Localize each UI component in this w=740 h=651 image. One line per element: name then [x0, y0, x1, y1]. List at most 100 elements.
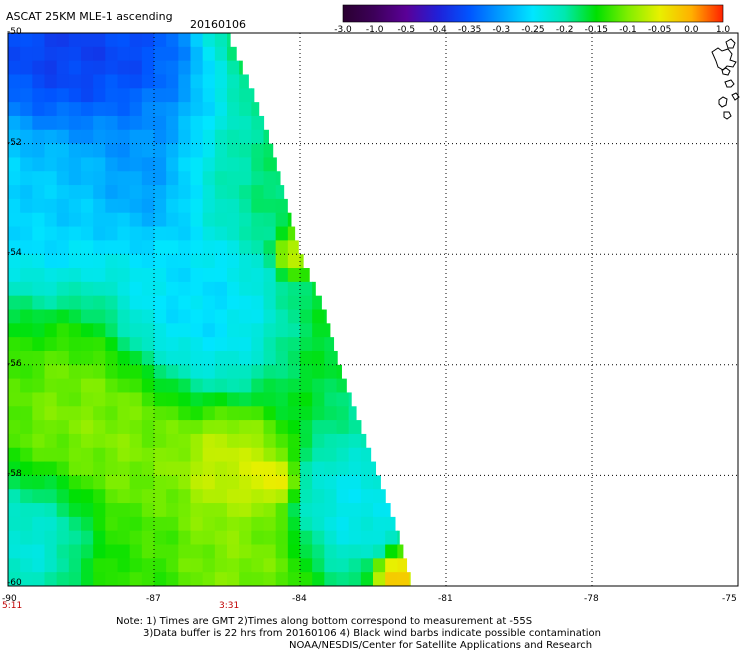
heatmap-cell	[8, 323, 21, 338]
heatmap-cell	[20, 102, 33, 117]
heatmap-cell	[117, 433, 131, 449]
heatmap-cell	[251, 392, 265, 407]
heatmap-cell	[68, 115, 82, 131]
heatmap-cell	[275, 530, 289, 546]
heatmap-cell	[32, 185, 46, 200]
heatmap-cell	[324, 475, 338, 490]
heatmap-cell	[202, 461, 216, 476]
heatmap-cell	[373, 475, 381, 490]
heatmap-cell	[8, 157, 21, 172]
heatmap-cell	[81, 420, 94, 435]
heatmap-cell	[8, 268, 21, 283]
heatmap-cell	[178, 88, 192, 103]
heatmap-cell	[141, 129, 155, 145]
heatmap-cell	[251, 115, 265, 131]
heatmap-cell	[32, 558, 46, 573]
heatmap-cell	[227, 544, 240, 559]
heatmap-cell	[44, 102, 58, 117]
heatmap-cell	[336, 378, 347, 394]
heatmap-cell	[178, 33, 192, 48]
heatmap-cell	[154, 157, 167, 172]
heatmap-cell	[154, 392, 167, 407]
heatmap-cell	[373, 503, 386, 518]
heatmap-cell	[214, 60, 228, 76]
heatmap-cell	[360, 572, 374, 586]
heatmap-cell	[336, 447, 350, 463]
heatmap-cell	[336, 544, 350, 559]
heatmap-cell	[129, 240, 143, 255]
heatmap-cell	[324, 378, 338, 394]
heatmap-cell	[336, 516, 350, 532]
heatmap-cell	[141, 364, 155, 380]
heatmap-cell	[287, 295, 301, 311]
heatmap-cell	[141, 185, 155, 200]
heatmap-cell	[20, 503, 33, 518]
heatmap-cell	[141, 378, 155, 394]
heatmap-cell	[44, 392, 58, 407]
heatmap-cell	[93, 572, 106, 586]
heatmap-cell	[154, 33, 167, 48]
heatmap-cell	[166, 46, 179, 62]
heatmap-cell	[385, 558, 398, 573]
heatmap-cell	[178, 323, 192, 338]
heatmap-cell	[154, 544, 167, 559]
heatmap-cell	[105, 88, 119, 103]
heatmap-cell	[214, 254, 228, 269]
heatmap-cell	[166, 309, 179, 324]
colorbar-tick-label: 1.0	[715, 25, 731, 35]
heatmap-cell	[214, 115, 228, 131]
heatmap-cell	[348, 572, 362, 586]
heatmap-cell	[202, 102, 216, 117]
heatmap-cell	[68, 337, 82, 352]
heatmap-cell	[32, 115, 46, 131]
y-tick-label: -58	[7, 469, 22, 480]
heatmap-cell	[105, 475, 119, 490]
heatmap-cell	[251, 171, 265, 186]
heatmap-cell	[263, 350, 277, 366]
heatmap-cell	[239, 295, 252, 311]
heatmap-cell	[166, 503, 179, 518]
heatmap-cell	[360, 433, 367, 449]
heatmap-cell	[117, 544, 131, 559]
heatmap-cell	[105, 489, 119, 504]
heatmap-cell	[154, 46, 167, 62]
heatmap-cell	[93, 129, 106, 145]
heatmap-cell	[385, 572, 398, 586]
heatmap-cell	[300, 420, 313, 435]
heatmap-cell	[214, 143, 228, 159]
heatmap-cell	[239, 323, 252, 338]
heatmap-cell	[263, 185, 277, 200]
heatmap-cell	[190, 33, 204, 48]
heatmap-cell	[300, 503, 313, 518]
heatmap-cell	[56, 281, 70, 297]
heatmap-cell	[287, 489, 301, 504]
heatmap-cell	[105, 309, 119, 324]
heatmap-cell	[56, 572, 70, 586]
heatmap-cell	[300, 337, 313, 352]
heatmap-cell	[202, 281, 216, 297]
heatmap-cell	[312, 420, 325, 435]
heatmap-cell	[312, 406, 325, 421]
heatmap-cell	[20, 420, 33, 435]
heatmap-cell	[117, 323, 131, 338]
heatmap-cell	[348, 461, 362, 476]
heatmap-cell	[68, 129, 82, 145]
heatmap-cell	[397, 586, 410, 600]
heatmap-cell	[287, 378, 301, 394]
heatmap-cell	[154, 378, 167, 394]
heatmap-cell	[56, 309, 70, 324]
heatmap-cell	[93, 558, 106, 573]
heatmap-cell	[239, 392, 252, 407]
heatmap-cell	[105, 295, 119, 311]
heatmap-cell	[44, 129, 58, 145]
colorbar-tick-label: -3.0	[334, 25, 352, 35]
heatmap-cell	[68, 309, 82, 324]
heatmap-cell	[57, 586, 70, 600]
heatmap-cell	[117, 392, 131, 407]
heatmap-cell	[20, 281, 33, 297]
heatmap-cell	[141, 254, 155, 269]
heatmap-cell	[178, 115, 192, 131]
heatmap-cell	[44, 295, 58, 311]
heatmap-cell	[93, 102, 106, 117]
heatmap-cell	[166, 157, 179, 172]
